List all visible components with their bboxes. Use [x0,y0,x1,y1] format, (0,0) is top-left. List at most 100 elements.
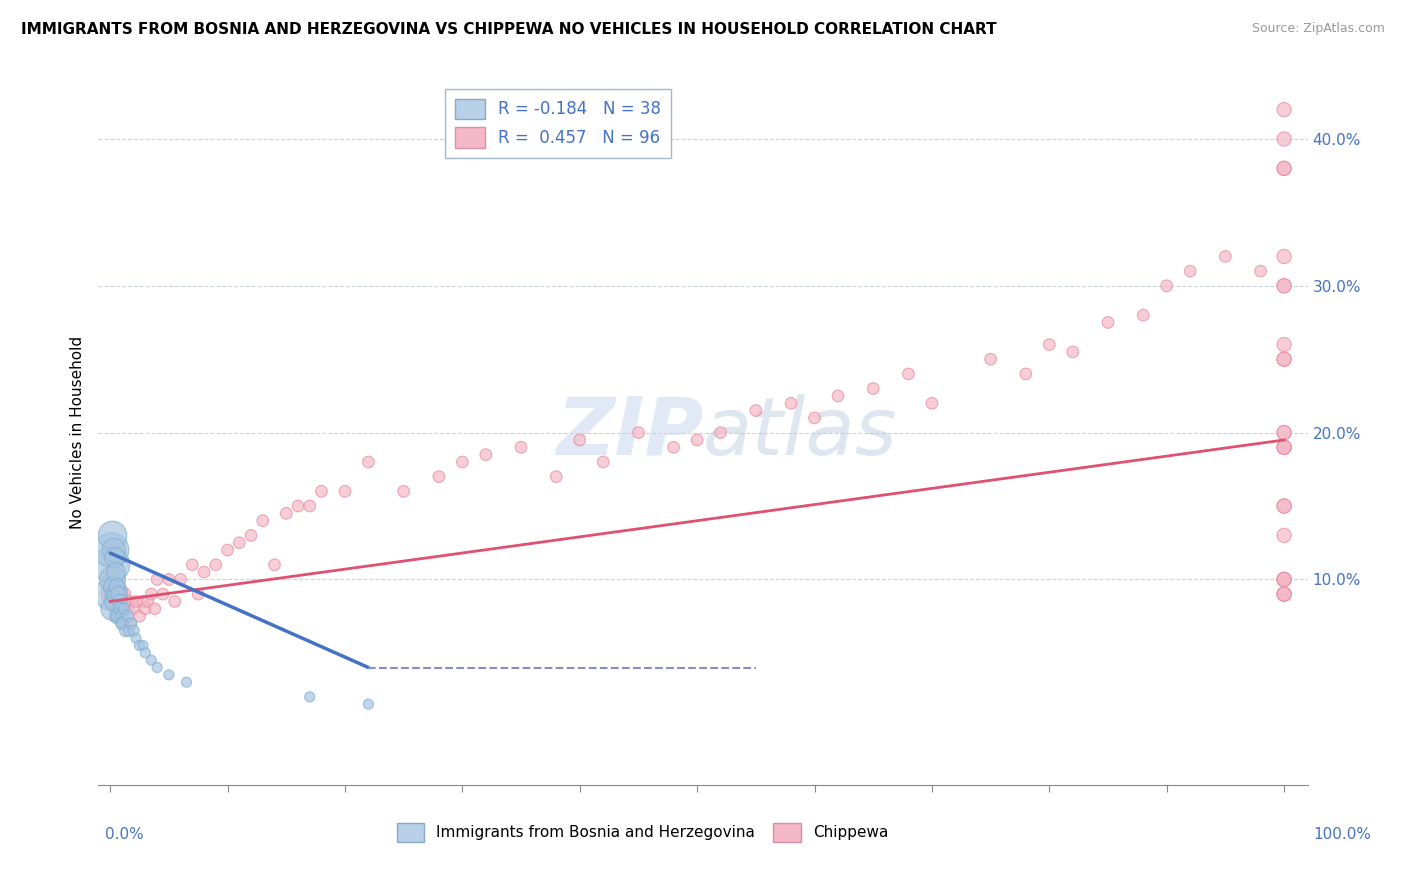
Point [1272,499,1295,513]
Point [103,543,125,558]
Point [187,587,209,601]
Point [105,565,128,579]
Point [193,565,215,579]
Legend: Immigrants from Bosnia and Herzegovina, Chippewa: Immigrants from Bosnia and Herzegovina, … [391,817,894,847]
Point [298,499,321,513]
Point [146,660,169,674]
Point [1272,132,1295,146]
Point [101,573,124,587]
Point [100,587,122,601]
Point [662,440,685,454]
Point [117,601,139,615]
Point [392,484,415,499]
Point [686,433,709,447]
Point [475,448,498,462]
Point [100,587,122,601]
Point [111,616,134,631]
Point [627,425,650,440]
Point [1097,316,1119,330]
Point [298,690,321,704]
Point [110,594,132,608]
Point [136,594,159,608]
Point [117,609,139,624]
Point [101,573,124,587]
Point [118,624,141,638]
Point [146,573,169,587]
Point [980,352,1002,367]
Point [1272,440,1295,454]
Point [103,594,125,608]
Point [181,558,204,572]
Point [107,587,129,601]
Point [101,601,124,615]
Point [827,389,849,403]
Point [169,573,191,587]
Point [134,646,156,660]
Point [1180,264,1202,278]
Point [1272,425,1295,440]
Point [1272,249,1295,264]
Point [1272,278,1295,293]
Point [311,484,333,499]
Point [921,396,943,410]
Point [1015,367,1038,381]
Point [122,601,145,615]
Point [710,425,733,440]
Point [132,639,155,653]
Point [103,580,125,594]
Point [157,573,180,587]
Point [1272,573,1295,587]
Text: 100.0%: 100.0% [1313,827,1371,841]
Point [108,609,131,624]
Point [112,587,135,601]
Point [111,609,134,624]
Point [1272,440,1295,454]
Point [1272,499,1295,513]
Point [1272,278,1295,293]
Point [427,469,450,483]
Point [1272,161,1295,176]
Point [105,609,128,624]
Point [592,455,614,469]
Point [451,455,474,469]
Point [1272,587,1295,601]
Point [105,601,128,615]
Point [141,587,163,601]
Point [276,507,298,521]
Point [105,580,128,594]
Point [1272,573,1295,587]
Point [152,587,174,601]
Point [204,558,226,572]
Point [105,580,128,594]
Point [100,543,122,558]
Point [803,411,825,425]
Point [357,455,380,469]
Point [143,601,166,615]
Point [132,594,155,608]
Point [176,675,198,690]
Text: 0.0%: 0.0% [105,827,145,841]
Point [134,601,156,615]
Point [228,535,250,549]
Text: IMMIGRANTS FROM BOSNIA AND HERZEGOVINA VS CHIPPEWA NO VEHICLES IN HOUSEHOLD CORR: IMMIGRANTS FROM BOSNIA AND HERZEGOVINA V… [21,22,997,37]
Point [510,440,533,454]
Point [357,697,380,711]
Point [112,601,135,615]
Point [104,587,127,601]
Point [252,514,274,528]
Point [1250,264,1272,278]
Point [110,601,132,615]
Point [1272,587,1295,601]
Point [897,367,920,381]
Text: ZIP: ZIP [555,393,703,472]
Point [1272,528,1295,542]
Point [1038,337,1060,351]
Point [114,624,136,638]
Point [120,616,142,631]
Point [1272,103,1295,117]
Point [745,403,768,417]
Point [111,601,134,615]
Point [118,594,141,608]
Point [107,609,129,624]
Point [1062,344,1084,359]
